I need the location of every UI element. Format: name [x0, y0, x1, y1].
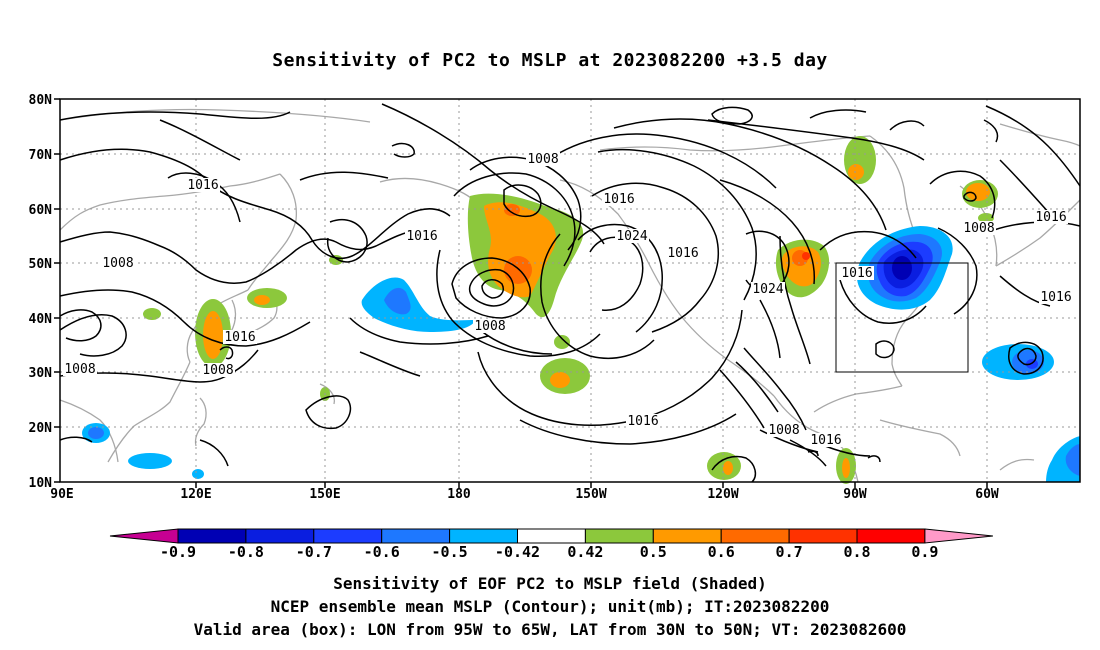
colorbar-high-triangle [924, 528, 993, 544]
colorbar-swatch [788, 528, 858, 544]
lon-label: 90W [843, 487, 867, 502]
contour-label: 1016 [667, 246, 698, 261]
lat-label: 60N [29, 203, 53, 218]
lat-ticks [54, 98, 60, 483]
contour-label: 1024 [752, 282, 783, 297]
contour-label: 1008 [102, 256, 133, 271]
colorbar-tick-label: 0.6 [707, 543, 735, 561]
contour-label: 1016 [1035, 210, 1066, 225]
contour-label: 1008 [202, 363, 233, 378]
lat-label: 20N [29, 421, 53, 436]
contour-label: 1016 [187, 178, 218, 193]
colorbar-swatch [584, 528, 654, 544]
contour-label: 1008 [768, 423, 799, 438]
latitude-labels: 80N 70N 60N 50N 40N 30N 20N 10N [29, 93, 53, 491]
colorbar-low-triangle [109, 528, 179, 544]
lon-label: 150E [309, 487, 340, 502]
colorbar-swatch [517, 528, 586, 544]
map-title: Sensitivity of PC2 to MSLP at 2023082200… [272, 50, 828, 71]
contour-label: 1016 [841, 266, 872, 281]
plot-border [59, 98, 1081, 483]
colorbar-swatch [449, 528, 519, 544]
caption-contours: NCEP ensemble mean MSLP (Contour); unit(… [270, 597, 830, 616]
colorbar-swatch [856, 528, 926, 544]
contour-label: 1008 [64, 362, 95, 377]
colorbar-swatch [720, 528, 790, 544]
contour-label: 1024 [616, 229, 647, 244]
lat-label: 40N [29, 312, 53, 327]
caption-shading: Sensitivity of EOF PC2 to MSLP field (Sh… [333, 574, 767, 593]
positive-sensitivity-shading [143, 136, 998, 484]
contour-label: 1008 [527, 152, 558, 167]
contour-label: 1008 [474, 319, 505, 334]
contour-label: 1016 [1040, 290, 1071, 305]
lat-label: 70N [29, 148, 53, 163]
lon-label: 60W [975, 487, 999, 502]
caption-valid-area: Valid area (box): LON from 95W to 65W, L… [193, 620, 907, 639]
colorbar-tick-label: 0.7 [775, 543, 803, 561]
lon-label: 120W [707, 487, 738, 502]
lon-label: 180 [447, 487, 471, 502]
contour-label: 1016 [224, 330, 255, 345]
colorbar-tick-label: -0.9 [159, 543, 197, 561]
contour-label: 1016 [603, 192, 634, 207]
colorbar-tick-label: -0.6 [363, 543, 400, 561]
contour-label: 1008 [963, 221, 994, 236]
colorbar-tick-label: -0.5 [431, 543, 468, 561]
lon-label: 90E [50, 487, 73, 502]
colorbar-tick-label: 0.8 [843, 543, 871, 561]
contour-label: 1016 [406, 229, 437, 244]
lon-ticks [195, 482, 988, 488]
contour-labels: 1016 1008 1016 1008 1008 1008 1016 1024 1008 1016… [63, 152, 1073, 448]
lat-label: 10N [29, 476, 53, 491]
colorbar-swatch [245, 528, 315, 544]
graticule [60, 99, 1080, 482]
valid-area-box [835, 262, 969, 373]
colorbar-swatch [381, 528, 451, 544]
mslp-contours [59, 103, 1081, 483]
colorbar-swatch [177, 528, 247, 544]
contour-label: 1016 [627, 414, 658, 429]
colorbar [109, 528, 993, 544]
lat-label: 30N [29, 366, 53, 381]
colorbar-tick-label: 0.42 [567, 543, 604, 561]
colorbar-tick-label: -0.8 [227, 543, 264, 561]
colorbar-swatch [313, 528, 383, 544]
colorbar-swatch [652, 528, 722, 544]
lat-label: 80N [29, 93, 53, 108]
lat-label: 50N [29, 257, 53, 272]
longitude-labels: 90E 120E 150E 180 150W 120W 90W 60W [50, 487, 999, 502]
colorbar-tick-label: -0.7 [295, 543, 332, 561]
colorbar-tick-label: 0.5 [639, 543, 667, 561]
lon-label: 120E [180, 487, 211, 502]
contour-label: 1016 [810, 433, 841, 448]
lon-label: 150W [575, 487, 606, 502]
colorbar-tick-label: -0.42 [494, 543, 541, 561]
colorbar-tick-label: 0.9 [911, 543, 939, 561]
